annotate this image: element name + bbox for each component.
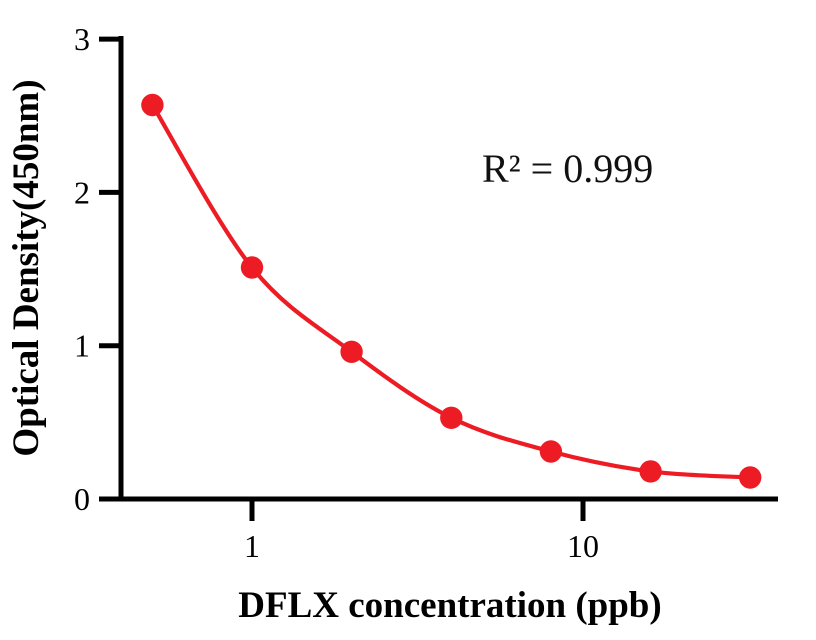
y-tick-label: 1 (74, 328, 90, 364)
data-point-markers (141, 93, 762, 489)
data-point-marker (639, 460, 662, 483)
r-squared-annotation: R² = 0.999 (482, 146, 653, 191)
data-point-marker (739, 466, 762, 489)
data-point-marker (539, 440, 563, 463)
x-axis-title: DFLX concentration (ppb) (238, 585, 661, 626)
data-point-marker (141, 93, 164, 117)
y-axis-ticks: 0 1 2 3 (74, 21, 124, 517)
y-tick-label: 0 (74, 481, 90, 517)
y-axis-title: Optical Density(450nm) (6, 79, 47, 456)
data-point-marker (340, 340, 363, 363)
data-point-marker (440, 406, 463, 429)
data-point-marker (240, 256, 264, 279)
x-tick-label: 10 (567, 528, 599, 564)
y-tick-label: 3 (74, 21, 90, 57)
axes (118, 36, 778, 502)
x-tick-label: 1 (244, 528, 260, 564)
x-axis-ticks: 1 10 (244, 499, 599, 564)
y-tick-label: 2 (74, 174, 90, 210)
